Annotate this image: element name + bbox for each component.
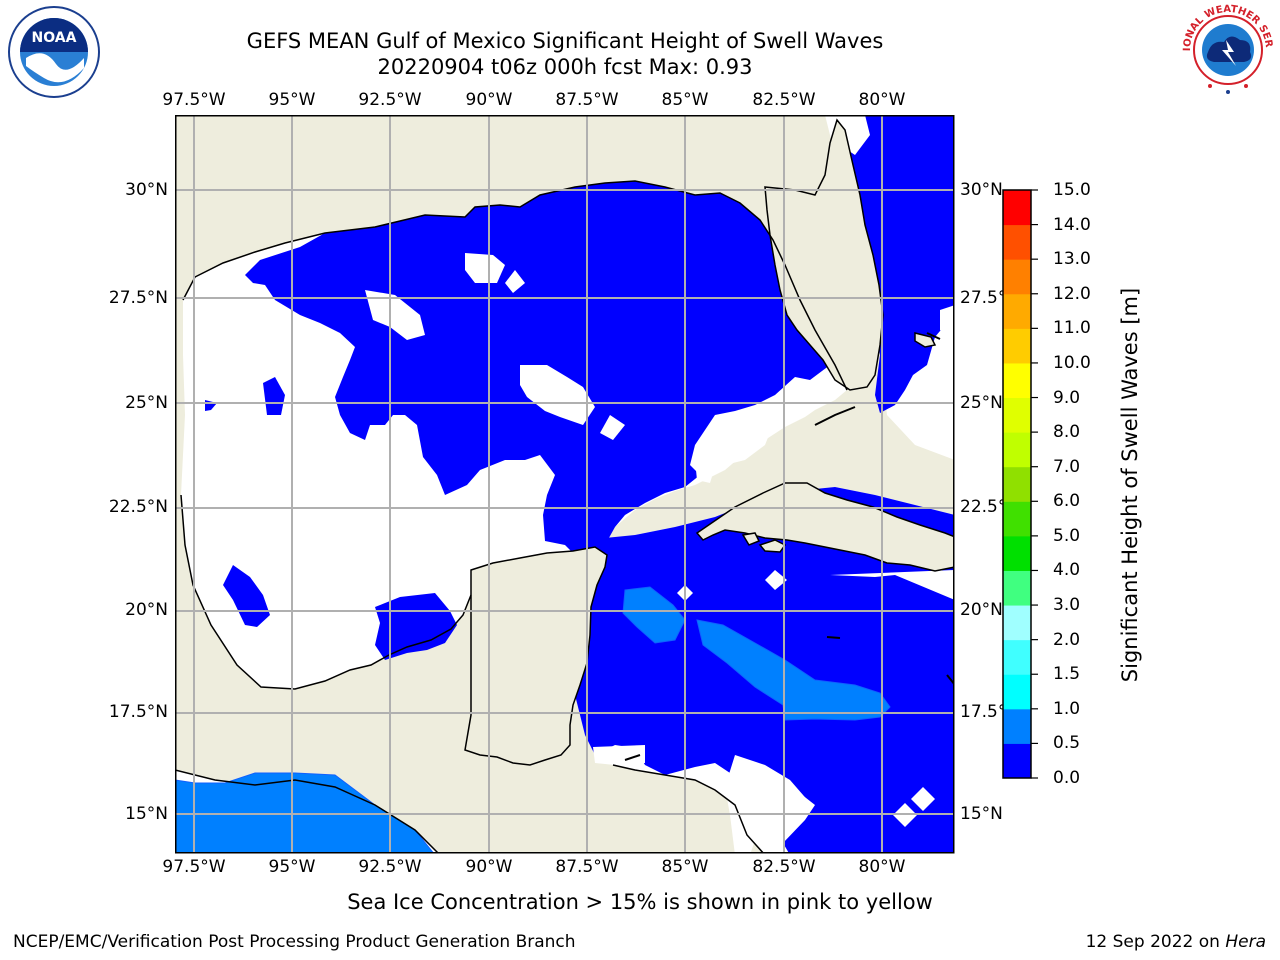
colorbar-tick-label: 1.0 — [1053, 698, 1081, 719]
noaa-logo-text: NOAA — [32, 30, 77, 46]
lon-tick-bottom-4: 90°W — [465, 857, 513, 877]
lon-tick-top-8: 80°W — [858, 90, 906, 110]
lat-tick-left-5: 20°N — [125, 600, 168, 620]
land-overlays — [464, 118, 954, 766]
lon-tick-top-7: 82.5°W — [752, 90, 816, 110]
lat-tick-right-5: 20°N — [960, 600, 1003, 620]
lon-tick-bottom-8: 80°W — [858, 857, 906, 877]
colorbar-tick-label: 3.0 — [1053, 595, 1081, 616]
colorbar-segment — [1003, 743, 1031, 779]
colorbar-tick-label: 14.0 — [1053, 214, 1091, 235]
colorbar-tick-label: 6.0 — [1053, 491, 1081, 512]
lon-tick-bottom-3: 92.5°W — [358, 857, 422, 877]
colorbar-tick-label: 5.0 — [1053, 525, 1081, 546]
colorbar-segment — [1003, 397, 1031, 433]
noaa-logo: NOAA — [8, 6, 100, 98]
lon-tick-bottom-7: 82.5°W — [752, 857, 816, 877]
host-name: Hera — [1225, 932, 1266, 952]
colorbar-segment — [1003, 432, 1031, 468]
lat-tick-right-1: 30°N — [960, 180, 1003, 200]
lat-tick-right-3: 25°N — [960, 393, 1003, 413]
lat-tick-left-1: 30°N — [125, 180, 168, 200]
yucatan-peninsula — [464, 546, 608, 766]
lat-tick-left-4: 22.5°N — [108, 497, 168, 517]
lon-tick-bottom-1: 97.5°W — [162, 857, 226, 877]
colorbar-segment — [1003, 570, 1031, 606]
lon-tick-bottom-5: 87.5°W — [555, 857, 619, 877]
colorbar-tick-label: 0.0 — [1053, 768, 1081, 788]
colorbar-tick-label: 12.0 — [1053, 283, 1091, 304]
colorbar-tick-label: 9.0 — [1053, 387, 1081, 408]
gridlines — [175, 115, 954, 853]
swell-missing-patches — [365, 115, 954, 853]
lon-tick-top-4: 90°W — [465, 90, 513, 110]
colorbar-segment — [1003, 535, 1031, 571]
colorbar-segment — [1003, 466, 1031, 502]
lon-tick-bottom-6: 85°W — [661, 857, 709, 877]
lon-tick-top-1: 97.5°W — [162, 90, 226, 110]
colorbar-segment — [1003, 259, 1031, 295]
generation-date: 12 Sep 2022 on Hera — [1085, 932, 1266, 952]
nws-logo: NATIONAL WEATHER SERVICE — [1178, 2, 1274, 96]
lat-tick-left-7: 15°N — [125, 804, 168, 824]
colorbar-segment — [1003, 639, 1031, 675]
lon-tick-top-3: 92.5°W — [358, 90, 422, 110]
colorbar-segment — [1003, 362, 1031, 399]
colorbar-tick-label: 2.0 — [1053, 629, 1081, 650]
lon-tick-bottom-2: 95°W — [268, 857, 316, 877]
colorbar-segment — [1003, 708, 1031, 744]
lat-tick-left-6: 17.5°N — [108, 702, 168, 722]
colorbar-tick-label: 4.0 — [1053, 560, 1081, 581]
colorbar-tick-label: 15.0 — [1053, 180, 1091, 200]
lon-tick-top-5: 87.5°W — [555, 90, 619, 110]
lat-tick-left-2: 27.5°N — [108, 288, 168, 308]
colorbar-tick-label: 7.0 — [1053, 456, 1081, 477]
colorbar-label: Significant Height of Swell Waves [m] — [1118, 287, 1142, 683]
isla-de-la-juventud — [741, 532, 761, 546]
colorbar-segment — [1003, 224, 1031, 260]
bahamas-island — [914, 332, 937, 348]
colorbar-tick-label: 13.0 — [1053, 249, 1091, 270]
colorbar-segment — [1003, 501, 1031, 537]
lon-tick-top-6: 85°W — [661, 90, 709, 110]
plot-title: GEFS MEAN Gulf of Mexico Significant Hei… — [246, 29, 884, 53]
colorbar — [1002, 189, 1038, 779]
colorbar-segment — [1003, 328, 1031, 364]
lon-tick-top-2: 95°W — [268, 90, 316, 110]
credit-line: NCEP/EMC/Verification Post Processing Pr… — [13, 932, 576, 952]
jamaica — [758, 539, 787, 553]
map — [175, 115, 955, 854]
colorbar-segment — [1003, 605, 1031, 641]
colorbar-tick-label: 11.0 — [1053, 318, 1091, 339]
lat-tick-left-3: 25°N — [125, 393, 168, 413]
colorbar-segment — [1003, 190, 1031, 226]
lat-tick-right-7: 15°N — [960, 804, 1003, 824]
colorbar-tick-label: 8.0 — [1053, 422, 1081, 443]
colorbar-tick-label: 1.5 — [1053, 664, 1081, 685]
colorbar-tick-label: 0.5 — [1053, 733, 1081, 754]
gulf-coastline — [182, 180, 848, 391]
colorbar-segment — [1003, 293, 1031, 329]
colorbar-tick-label: 10.0 — [1053, 352, 1091, 373]
colorbar-segment — [1003, 674, 1031, 710]
plot-subtitle: 20220904 t06z 000h fcst Max: 0.93 — [377, 55, 753, 79]
sea-ice-note: Sea Ice Concentration > 15% is shown in … — [347, 890, 933, 914]
